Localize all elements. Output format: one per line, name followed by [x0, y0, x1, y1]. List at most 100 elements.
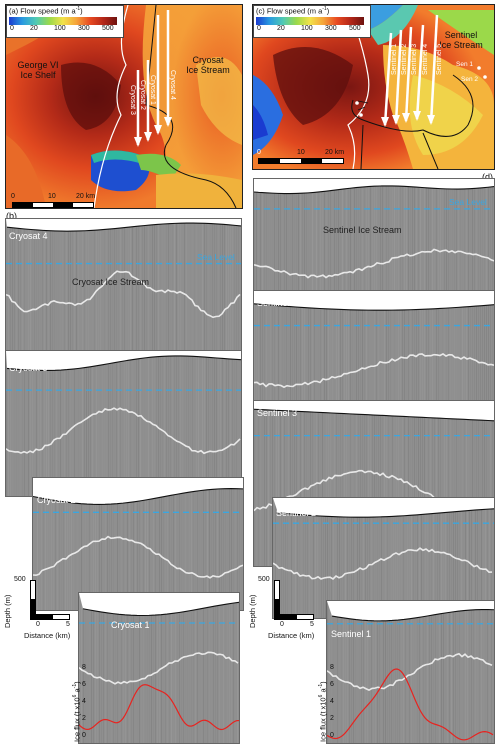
radar-noise — [84, 351, 85, 496]
radar-noise — [400, 401, 401, 566]
radar-noise — [472, 401, 473, 566]
radar-noise — [482, 401, 483, 566]
radar-noise — [400, 179, 401, 309]
radar-air-region — [6, 219, 241, 232]
radar-noise — [152, 219, 153, 354]
radar-noise — [114, 351, 115, 496]
radargram-cryosat-3 — [5, 350, 242, 497]
radar-noise — [338, 291, 339, 419]
radar-noise — [439, 498, 440, 618]
radar-noise — [46, 351, 47, 496]
radar-noise — [48, 351, 49, 496]
radar-noise — [409, 601, 410, 743]
radar-noise — [292, 401, 293, 566]
radar-noise — [436, 179, 437, 309]
radar-noise — [256, 291, 257, 419]
radar-noise — [399, 498, 400, 618]
radar-noise — [444, 401, 445, 566]
radar-noise — [365, 601, 366, 743]
radar-noise — [78, 219, 79, 354]
radar-noise — [487, 601, 488, 743]
radar-noise — [164, 351, 165, 496]
radar-noise — [318, 179, 319, 309]
radar-noise — [125, 593, 126, 743]
radar-noise — [229, 478, 230, 610]
radar-noise — [432, 179, 433, 309]
radar-noise — [26, 219, 27, 354]
radar-noise — [449, 601, 450, 743]
radar-noise — [153, 478, 154, 610]
radar-noise — [442, 401, 443, 566]
radar-noise — [362, 401, 363, 566]
radar-noise — [469, 498, 470, 618]
radar-noise — [449, 498, 450, 618]
radar-noise — [354, 291, 355, 419]
colorbar-a-tick: 20 — [30, 25, 38, 32]
radar-noise — [39, 478, 40, 610]
radar-noise — [188, 351, 189, 496]
radar-noise — [117, 593, 118, 743]
distance-axis-label-right: Distance (km) — [268, 631, 315, 640]
radar-noise — [101, 478, 102, 610]
radar-noise — [74, 219, 75, 354]
profile-label-sentinel-5: Sentinel 5 — [257, 184, 298, 194]
radar-noise — [237, 478, 238, 610]
radar-noise — [305, 498, 306, 618]
radargram-background — [6, 219, 241, 354]
radar-noise — [173, 478, 174, 610]
radar-noise — [60, 351, 61, 496]
radar-noise — [147, 593, 148, 743]
radar-noise — [339, 498, 340, 618]
radar-noise — [38, 351, 39, 496]
radar-noise — [352, 401, 353, 566]
radar-noise — [460, 401, 461, 566]
radar-noise — [273, 498, 274, 618]
radar-noise — [92, 351, 93, 496]
radar-noise — [170, 351, 171, 496]
radar-noise — [313, 498, 314, 618]
radar-noise — [446, 401, 447, 566]
radargram-background — [254, 179, 494, 309]
radar-noise — [414, 401, 415, 566]
radar-noise — [428, 179, 429, 309]
radar-noise — [106, 351, 107, 496]
radar-noise — [233, 593, 234, 743]
radar-noise — [89, 593, 90, 743]
radar-noise — [119, 478, 120, 610]
radar-noise — [462, 291, 463, 419]
radar-noise — [451, 498, 452, 618]
radar-noise — [172, 351, 173, 496]
radar-noise — [459, 498, 460, 618]
radar-noise — [339, 601, 340, 743]
radar-noise — [173, 593, 174, 743]
ice-flux-tick-left-8: 8 — [82, 664, 86, 671]
radar-noise — [485, 498, 486, 618]
radar-noise — [424, 179, 425, 309]
radar-noise — [458, 179, 459, 309]
radar-noise — [391, 498, 392, 618]
radar-noise — [205, 478, 206, 610]
ice-flux-tick-left-2: 2 — [82, 715, 86, 722]
radar-noise — [448, 179, 449, 309]
radar-noise — [98, 219, 99, 354]
radar-noise — [489, 498, 490, 618]
radar-noise — [320, 179, 321, 309]
radar-noise — [79, 478, 80, 610]
line-label-sentinel-4: Sentinel 4 — [422, 43, 429, 75]
line-label-sen-1: Sen 1 — [456, 61, 473, 68]
radargram-sentinel-5 — [253, 178, 495, 310]
radar-noise — [209, 593, 210, 743]
radar-noise — [447, 498, 448, 618]
radar-noise — [206, 219, 207, 354]
radar-noise — [204, 219, 205, 354]
radar-noise — [254, 401, 255, 566]
radar-noise — [443, 601, 444, 743]
radar-noise — [309, 498, 310, 618]
radar-noise — [171, 478, 172, 610]
radar-noise — [348, 179, 349, 309]
radar-noise — [162, 219, 163, 354]
ice-flux-line — [327, 668, 494, 741]
radar-noise — [103, 593, 104, 743]
radar-noise — [115, 593, 116, 743]
radar-noise — [75, 478, 76, 610]
